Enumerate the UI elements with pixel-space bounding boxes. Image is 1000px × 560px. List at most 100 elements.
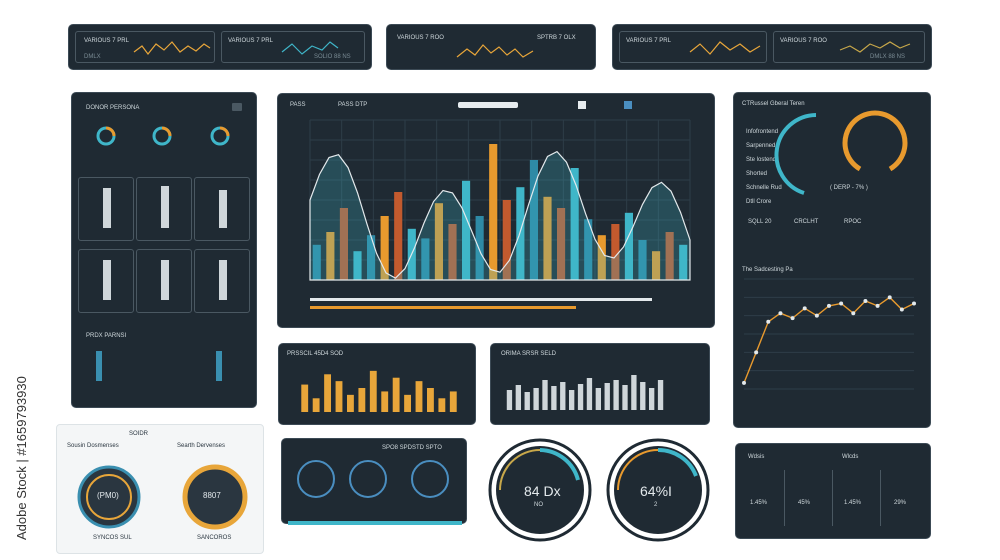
top-card[interactable]: VARIOUS 7 PRL SOLIO 88 NS [221, 31, 365, 63]
left-panel-title: DONOR PERSONA [86, 105, 140, 111]
gauge-value: (PM0) [97, 491, 119, 500]
chart-bar [613, 380, 619, 410]
metric-cell[interactable] [194, 249, 250, 313]
line-point [851, 311, 856, 316]
right-list-item[interactable]: Shorted [746, 171, 768, 177]
stat-value: 29% [894, 500, 907, 506]
metric-bar [161, 260, 169, 300]
main-chart [309, 119, 691, 309]
top-card[interactable]: VARIOUS 7 PRL DMLX [75, 31, 215, 63]
big-gauge-value: 84 Dx [524, 483, 561, 499]
line-point [863, 299, 868, 303]
window-icon[interactable] [232, 103, 242, 111]
chart-progress [310, 306, 576, 309]
line-point [827, 303, 831, 308]
tab-pass[interactable]: PASS [290, 102, 306, 108]
line-point [875, 303, 880, 308]
top-card-label: VARIOUS 7 PRL [84, 38, 129, 44]
chart-bar [404, 394, 411, 412]
big-gauge-value: 64%I [640, 483, 672, 499]
chart-bar [560, 382, 566, 410]
left-rings [96, 126, 230, 146]
line-point [742, 380, 746, 385]
chart-bar [353, 251, 362, 280]
chart-bar [515, 385, 521, 410]
top-card-sub: SOLIO 88 NS [314, 54, 351, 60]
chart-bar [649, 388, 655, 410]
chart-bar [631, 375, 637, 410]
bl-subtitle: Searth Dervenses [177, 443, 226, 449]
stat-value: 45% [798, 500, 811, 506]
left-panel-footer: PRDX PARNSI [86, 333, 127, 339]
top-card[interactable]: VARIOUS 7 ROO DMLX 88 NS [773, 31, 925, 63]
metric-bar [103, 260, 111, 300]
option[interactable]: CRCLHT [794, 219, 819, 225]
big-gauge-sub: NO [534, 502, 543, 508]
right-line-chart [742, 278, 916, 390]
chart-bar [392, 377, 400, 412]
top-card-group-3: VARIOUS 7 PRL VARIOUS 7 ROO DMLX 88 NS [612, 24, 932, 70]
bl-gauges [77, 464, 248, 530]
line-series [743, 296, 915, 384]
view-icon[interactable] [624, 101, 632, 109]
side-watermark: Adobe Stock | #1659793930 [14, 376, 29, 540]
metric-cell[interactable] [136, 249, 192, 313]
chart-bar [415, 381, 423, 412]
chart-bar [449, 391, 457, 412]
chart-area [309, 150, 691, 281]
line-point [754, 350, 759, 355]
chart-bar [595, 388, 601, 410]
progress-bar [288, 521, 462, 525]
tab-pass-dtp[interactable]: PASS DTP [338, 102, 368, 108]
chart-bar [551, 386, 557, 410]
bar-panel-title: ORIMA SRSR SELD [501, 351, 557, 357]
right-panel-title: CTRussel Gberal Teren [742, 101, 805, 107]
option[interactable]: RPOC [844, 219, 862, 225]
chart-bar [652, 251, 661, 280]
line-point [887, 295, 892, 300]
right-list-item[interactable]: Infofrontend [746, 129, 779, 135]
chart-bar [533, 388, 539, 410]
gauge-label: ( DERP - 7% ) [830, 185, 868, 191]
bottom-mid-panel: SPO8 SPDSTD SPTO [281, 438, 467, 525]
metric-cell[interactable] [78, 177, 134, 241]
line-point [790, 316, 795, 321]
option[interactable]: SQLL 20 [748, 219, 772, 225]
chart-bar [324, 374, 331, 412]
bottom-left-panel: SOIDR Sousin Dosmenses Searth Dervenses … [56, 424, 264, 554]
chart-bar [381, 391, 389, 412]
chart-bar [622, 385, 628, 410]
top-card-sub: DMLX [84, 54, 101, 60]
line-point [839, 301, 844, 306]
right-list-item[interactable]: Dtll Crore [746, 199, 772, 205]
chart-bar [502, 200, 511, 280]
right-list-item[interactable]: Sarpenned [746, 143, 776, 149]
line-chart-title: The Sadcesting Pa [742, 267, 793, 273]
chart-bar [611, 224, 620, 280]
main-chart-panel: PASS PASS DTP [277, 93, 715, 328]
left-panel: DONOR PERSONA PRDX PARNSI [71, 92, 257, 408]
chart-bar [312, 244, 321, 280]
top-card[interactable]: VARIOUS 7 PRL [619, 31, 767, 63]
chart-bar [665, 232, 674, 280]
chart-bar [326, 232, 335, 280]
metric-cell[interactable] [136, 177, 192, 241]
metric-cell[interactable] [78, 249, 134, 313]
line-point [912, 301, 916, 306]
top-card-label: VARIOUS 7 PRL [626, 38, 671, 44]
right-list-item[interactable]: Ste lostend [746, 157, 777, 163]
metric-bar [103, 188, 111, 228]
chart-bar [657, 380, 664, 410]
view-icon[interactable] [578, 101, 586, 109]
metric-cell[interactable] [194, 177, 250, 241]
bm-rings [297, 460, 449, 498]
right-list-item[interactable]: Schnelle Rud [746, 185, 782, 191]
right-panel: CTRussel Gberal Teren Infofrontend Sarpe… [733, 92, 931, 428]
chart-bar [462, 180, 471, 280]
search-bar[interactable] [458, 102, 518, 108]
top-card-sub: SPTRB 7 OLX [537, 35, 576, 41]
bl-footer: SANCOROS [197, 535, 232, 541]
metric-bar [219, 190, 227, 228]
stat-value: 1.45% [844, 500, 862, 506]
bl-subtitle: Sousin Dosmenses [67, 443, 119, 449]
